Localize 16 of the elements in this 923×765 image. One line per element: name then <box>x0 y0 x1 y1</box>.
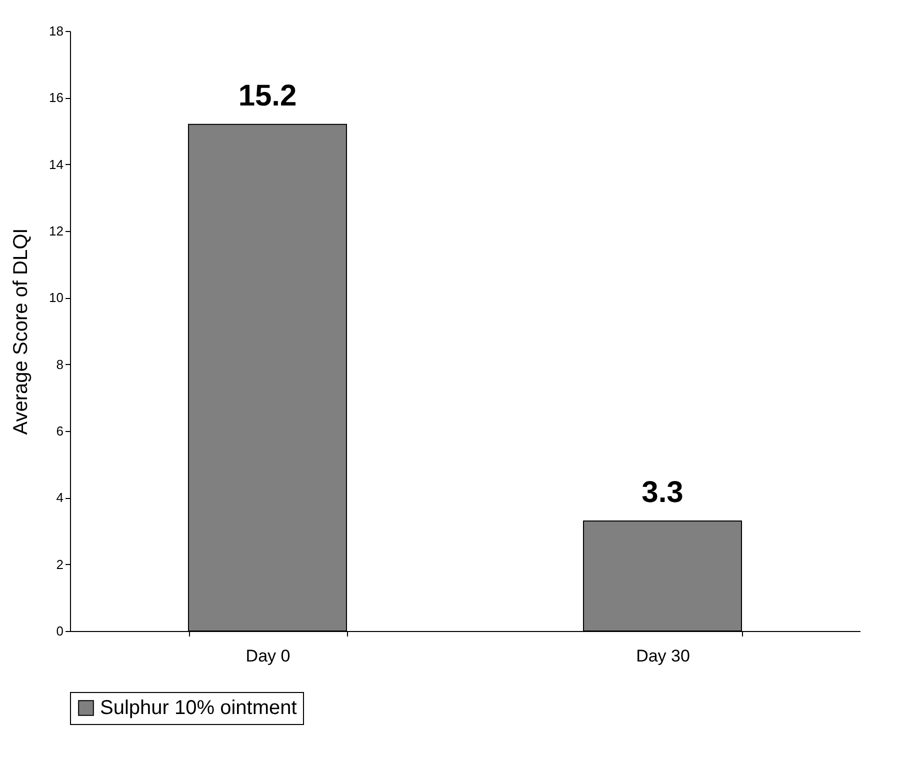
y-tick-label: 0 <box>56 624 64 638</box>
y-tick-label: 2 <box>56 556 64 572</box>
y-tick-label: 8 <box>56 356 64 372</box>
y-tick-label: 16 <box>49 90 64 106</box>
y-tick-label: 14 <box>49 156 64 172</box>
y-tick-label: 6 <box>56 424 64 438</box>
y-tick-label: 10 <box>49 290 64 306</box>
y-tick-label: 18 <box>49 24 64 38</box>
y-axis-title: Average Score of DLQI <box>10 228 32 435</box>
data-label: 15.2 <box>238 79 297 112</box>
legend-label: Sulphur 10% ointment <box>100 697 298 719</box>
y-tick-label: 12 <box>49 224 64 238</box>
x-tick-label: Day 0 <box>246 646 290 666</box>
y-tick-label: 4 <box>56 490 64 506</box>
x-tick-label: Day 30 <box>636 646 690 666</box>
data-label: 3.3 <box>642 476 684 509</box>
